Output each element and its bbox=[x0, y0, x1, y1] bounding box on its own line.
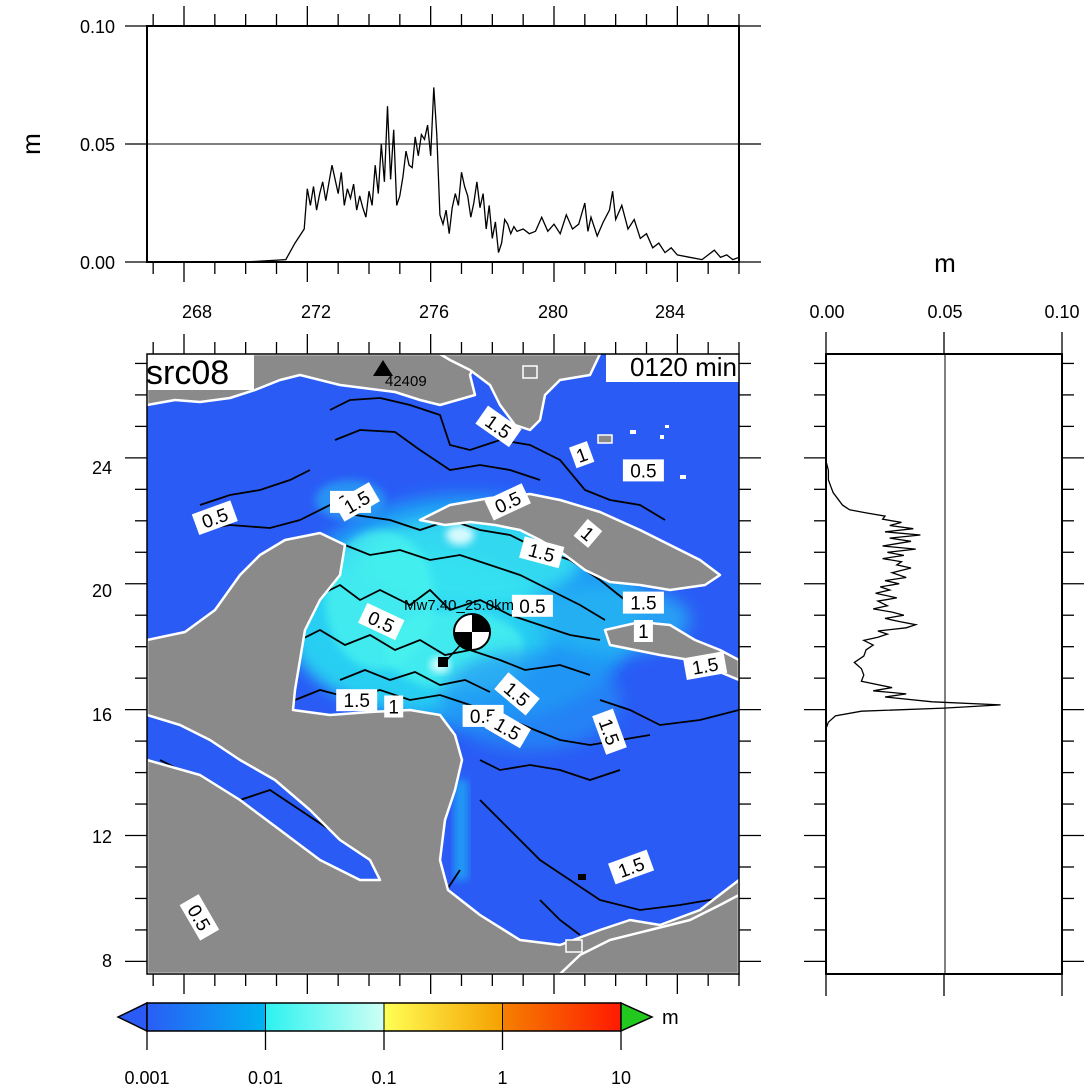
contour-label: 0.5 bbox=[622, 459, 664, 482]
source-label-box bbox=[141, 352, 254, 390]
epicenter-label: Mw7.40_25.0km bbox=[404, 597, 514, 614]
mexico-central-america-land bbox=[147, 531, 739, 974]
florida-land bbox=[438, 354, 602, 432]
contour-label: 1 bbox=[384, 695, 404, 719]
colorbar: m 0.001 0.01 0.1 1 10 bbox=[116, 1001, 679, 1088]
right-profile-panel: m 0.00 0.05 0.10 bbox=[804, 248, 1084, 996]
colorbar-label-3: 1 bbox=[497, 1068, 507, 1088]
right-xtick-2: 0.10 bbox=[1044, 302, 1079, 322]
map-ytick-24: 24 bbox=[92, 458, 112, 478]
top-y-unit: m bbox=[16, 133, 46, 155]
colorbar-label-4: 10 bbox=[611, 1068, 631, 1088]
top-profile-panel: 0.00 0.05 0.10 m 268 272 276 280 284 bbox=[16, 6, 761, 322]
time-label-box bbox=[606, 354, 739, 382]
top-xtick-272: 272 bbox=[301, 302, 331, 322]
top-ytick-0: 0.00 bbox=[80, 253, 115, 273]
top-xtick-268: 268 bbox=[182, 302, 212, 322]
contour-label-layer: 1.510.50.51.51.50.511.51.50.50.511.51.51… bbox=[179, 405, 728, 941]
right-xtick-1: 0.05 bbox=[927, 302, 962, 322]
top-xtick-280: 280 bbox=[538, 302, 568, 322]
colorbar-segment-3 bbox=[502, 1003, 621, 1031]
contour-label: 0.5 bbox=[511, 594, 553, 618]
colorbar-label-0: 0.001 bbox=[124, 1068, 169, 1088]
colorbar-segment-1 bbox=[265, 1003, 384, 1031]
top-xtick-284: 284 bbox=[655, 302, 685, 322]
top-max-amplitude-line bbox=[147, 87, 739, 262]
right-xtick-0: 0.00 bbox=[809, 302, 844, 322]
right-panel-frame bbox=[825, 353, 1063, 975]
contour-label: 1.5 bbox=[622, 591, 664, 615]
right-x-unit: m bbox=[934, 248, 956, 278]
contour-label: 1 bbox=[573, 518, 603, 548]
contour-label-text: 1.5 bbox=[691, 654, 721, 679]
contour-label-text: 1.5 bbox=[343, 691, 369, 712]
contour-label-text: 1.5 bbox=[630, 594, 656, 615]
colorbar-label-2: 0.1 bbox=[371, 1068, 396, 1088]
contour-label: 1.5 bbox=[519, 536, 565, 569]
map-ticks bbox=[125, 334, 761, 994]
colorbar-over-arrow bbox=[620, 1001, 654, 1033]
time-label: 0120 min bbox=[630, 352, 737, 382]
right-panel-ticks bbox=[804, 332, 1084, 996]
colorbar-segment-0 bbox=[147, 1003, 266, 1031]
epicenter-focal-mechanism-icon bbox=[438, 613, 491, 667]
right-max-amplitude-line bbox=[826, 354, 1001, 974]
colorbar-ticks bbox=[146, 1031, 622, 1050]
top-panel-ticks bbox=[125, 6, 761, 282]
colorbar-under-arrow bbox=[116, 1001, 148, 1033]
contour-label: 1.5 bbox=[336, 689, 378, 712]
station-label: 42409 bbox=[385, 373, 427, 390]
colorbar-segment-2 bbox=[384, 1003, 503, 1031]
small-islands bbox=[522, 365, 686, 953]
contour-label: 1.5 bbox=[683, 651, 728, 680]
top-xtick-276: 276 bbox=[419, 302, 449, 322]
south-america-land bbox=[558, 893, 739, 974]
contour-label-text: 0.5 bbox=[519, 597, 545, 618]
map-ytick-16: 16 bbox=[92, 705, 112, 725]
contour-label-text: 1 bbox=[388, 698, 399, 719]
top-ytick-1: 0.05 bbox=[80, 135, 115, 155]
contour-label: 1 bbox=[569, 441, 595, 469]
map-panel: 1.510.50.51.51.50.511.51.50.50.511.51.51… bbox=[92, 334, 761, 994]
map-ytick-12: 12 bbox=[92, 827, 112, 847]
contour-label-text: 1 bbox=[638, 622, 649, 643]
contour-label-text: 0.5 bbox=[630, 461, 656, 482]
map-frame bbox=[146, 353, 740, 975]
top-ytick-2: 0.10 bbox=[80, 17, 115, 37]
colorbar-label-1: 0.01 bbox=[248, 1068, 283, 1088]
colorbar-unit: m bbox=[662, 1007, 679, 1029]
source-label: src08 bbox=[146, 354, 229, 392]
map-ytick-20: 20 bbox=[92, 581, 112, 601]
map-ytick-8: 8 bbox=[102, 951, 112, 971]
contour-label: 1 bbox=[633, 620, 653, 643]
station-triangle-icon bbox=[373, 360, 393, 376]
